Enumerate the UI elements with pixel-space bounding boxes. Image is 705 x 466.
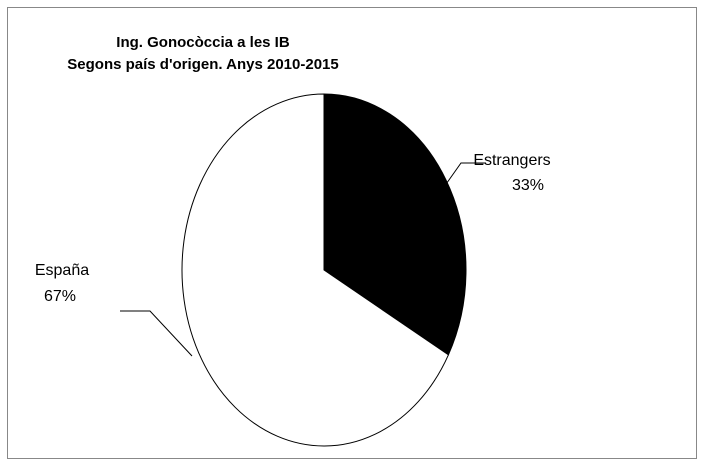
pie-slices (181, 93, 467, 447)
pie-slice-espana (181, 93, 450, 447)
slice-value-espana: 67% (44, 288, 76, 305)
leader-line-estrangers (443, 162, 486, 188)
chart-title: Ing. Gonocòccia a les IB (116, 34, 290, 51)
chart-subtitle: Segons país d'origen. Anys 2010-2015 (67, 56, 338, 73)
pie-slice-estrangers (323, 93, 467, 356)
slice-label-espana: España (35, 262, 89, 279)
slice-value-estrangers: 33% (512, 177, 544, 194)
slice-label-estrangers: Estrangers (473, 152, 550, 169)
leader-line-espana (120, 310, 193, 357)
